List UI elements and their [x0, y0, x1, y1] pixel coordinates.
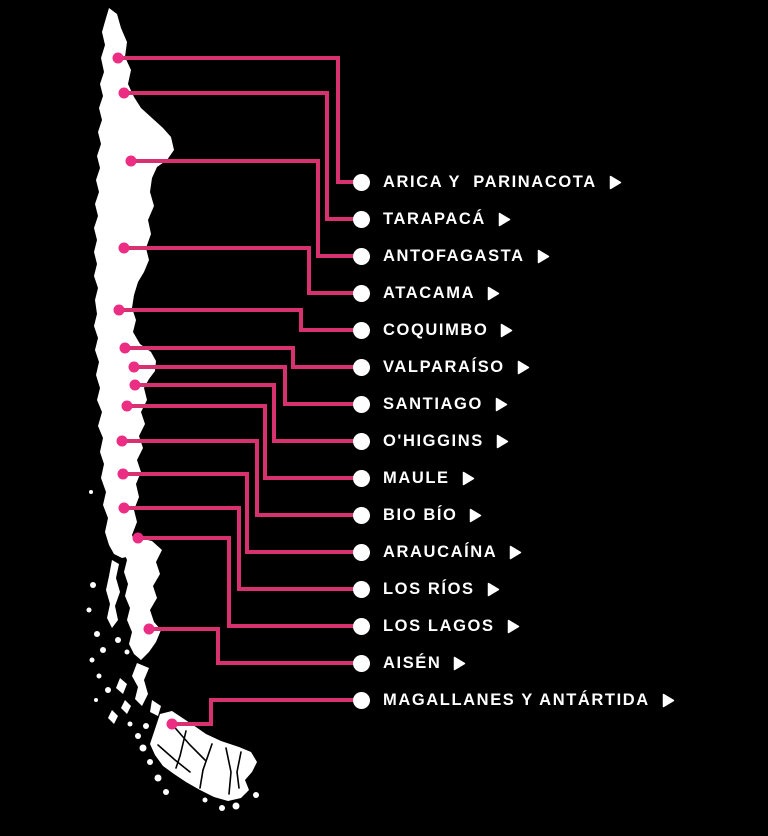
play-icon[interactable]: [517, 360, 530, 375]
map-dots: [112, 52, 178, 730]
region-marker-circle: [353, 432, 370, 450]
region-label: VALPARAÍSO: [383, 357, 505, 376]
map-dot[interactable]: [125, 155, 137, 167]
play-icon[interactable]: [662, 693, 675, 708]
region-label: LOS LAGOS: [383, 616, 495, 635]
play-icon[interactable]: [609, 175, 622, 190]
connector-line: [134, 365, 362, 406]
connector-line: [131, 159, 362, 258]
play-icon[interactable]: [462, 471, 475, 486]
connector-line: [124, 506, 362, 591]
region-label: ATACAMA: [383, 283, 476, 302]
region-marker-circle: [353, 358, 370, 376]
region-label: ARICA Y PARINACOTA: [383, 172, 597, 191]
region-label: BIO BÍO: [383, 505, 458, 524]
region-marker-circle: [353, 210, 370, 228]
region-row-arica-y-parinacota[interactable]: ARICA Y PARINACOTA: [353, 168, 622, 196]
connector-line: [127, 404, 362, 480]
region-row-maule[interactable]: MAULE: [353, 464, 475, 492]
connector-line: [124, 91, 362, 221]
region-row-magallanes-y-antartida[interactable]: MAGALLANES Y ANTÁRTIDA: [353, 686, 675, 714]
map-dot[interactable]: [166, 718, 178, 730]
connector-line: [125, 346, 362, 369]
connector-line: [122, 439, 362, 517]
map-dot[interactable]: [113, 304, 125, 316]
play-icon[interactable]: [453, 656, 466, 671]
region-marker-circle: [353, 284, 370, 302]
region-row-coquimbo[interactable]: COQUIMBO: [353, 316, 513, 344]
region-label: SANTIAGO: [383, 394, 483, 413]
connector-line: [118, 56, 362, 184]
region-marker-circle: [353, 321, 370, 339]
map-dot[interactable]: [116, 435, 128, 447]
region-label: ANTOFAGASTA: [383, 246, 525, 265]
connector-line: [119, 308, 362, 332]
region-label: MAULE: [383, 468, 450, 487]
region-marker-circle: [353, 469, 370, 487]
play-icon[interactable]: [498, 212, 511, 227]
region-row-tarapaca[interactable]: TARAPACÁ: [353, 205, 511, 233]
map-dot[interactable]: [118, 502, 130, 514]
region-label: MAGALLANES Y ANTÁRTIDA: [383, 690, 650, 709]
chile-map-silhouette: [86, 8, 259, 811]
region-row-atacama[interactable]: ATACAMA: [353, 279, 500, 307]
region-label: LOS RÍOS: [383, 579, 475, 598]
region-label: O'HIGGINS: [383, 431, 484, 450]
play-icon[interactable]: [487, 286, 500, 301]
play-icon[interactable]: [469, 508, 482, 523]
play-icon[interactable]: [500, 323, 513, 338]
region-row-los-rios[interactable]: LOS RÍOS: [353, 575, 500, 603]
region-row-araucaina[interactable]: ARAUCAÍNA: [353, 538, 522, 566]
play-icon[interactable]: [487, 582, 500, 597]
map-dot[interactable]: [121, 400, 133, 412]
region-marker-circle: [353, 691, 370, 709]
connector-lines: [118, 56, 362, 726]
connector-line: [123, 472, 362, 554]
connector-line: [149, 627, 362, 665]
region-marker-circle: [353, 654, 370, 672]
region-row-santiago[interactable]: SANTIAGO: [353, 390, 508, 418]
region-row-aisen[interactable]: AISÉN: [353, 649, 466, 677]
map-dot[interactable]: [118, 242, 130, 254]
region-row-los-lagos[interactable]: LOS LAGOS: [353, 612, 520, 640]
play-icon[interactable]: [537, 249, 550, 264]
map-dot[interactable]: [119, 342, 131, 354]
region-row-valparaiso[interactable]: VALPARAÍSO: [353, 353, 530, 381]
map-dot[interactable]: [132, 532, 144, 544]
region-row-antofagasta[interactable]: ANTOFAGASTA: [353, 242, 550, 270]
connector-line: [124, 246, 362, 295]
region-label: AISÉN: [383, 653, 442, 672]
region-marker-circle: [353, 617, 370, 635]
map-dot[interactable]: [118, 87, 130, 99]
play-icon[interactable]: [507, 619, 520, 634]
region-label: TARAPACÁ: [383, 209, 486, 228]
region-marker-circle: [353, 543, 370, 561]
region-row-ohiggins[interactable]: O'HIGGINS: [353, 427, 509, 455]
map-dot[interactable]: [129, 379, 141, 391]
region-marker-circle: [353, 580, 370, 598]
play-icon[interactable]: [509, 545, 522, 560]
region-marker-circle: [353, 173, 370, 191]
map-dot[interactable]: [143, 623, 155, 635]
map-dot[interactable]: [117, 468, 129, 480]
region-row-bio-bio[interactable]: BIO BÍO: [353, 501, 482, 529]
fjord-cracks: [157, 721, 242, 795]
connector-line: [135, 383, 362, 443]
region-marker-circle: [353, 395, 370, 413]
connector-line: [172, 698, 362, 726]
region-label: ARAUCAÍNA: [383, 542, 498, 561]
region-marker-circle: [353, 247, 370, 265]
region-label: COQUIMBO: [383, 320, 489, 339]
map-dot[interactable]: [112, 52, 124, 64]
map-dot[interactable]: [128, 361, 140, 373]
region-marker-circle: [353, 506, 370, 524]
play-icon[interactable]: [495, 397, 508, 412]
connector-line: [138, 536, 362, 628]
play-icon[interactable]: [496, 434, 509, 449]
